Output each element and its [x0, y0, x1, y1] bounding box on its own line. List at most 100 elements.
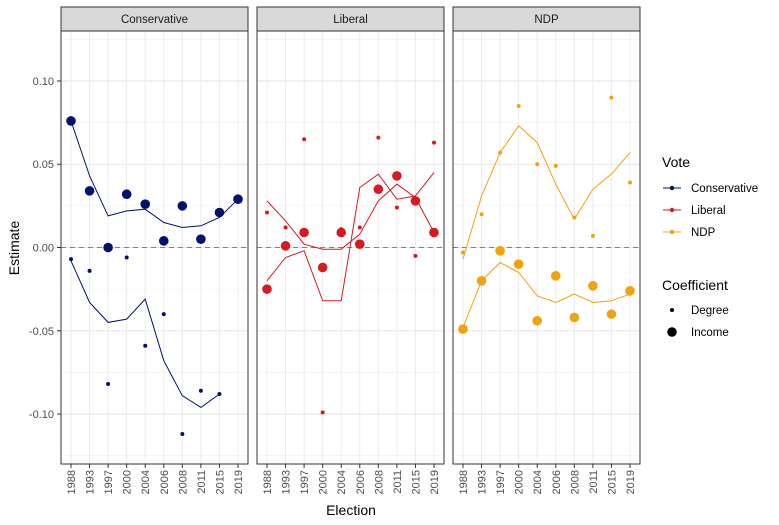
panel-border [256, 30, 445, 465]
y-tick-label: 0.00 [33, 243, 54, 255]
data-point-income [550, 271, 561, 281]
legend-label: Income [691, 327, 729, 339]
data-point-degree [265, 210, 269, 215]
x-tick-label: 2015 [606, 470, 618, 494]
data-point-income [262, 284, 272, 294]
data-point-income [569, 312, 580, 323]
data-point-degree [376, 135, 381, 140]
panel-border [452, 30, 641, 465]
data-point-income [458, 324, 468, 334]
data-point-degree [479, 212, 484, 217]
x-tick-label: 2004 [532, 470, 544, 494]
trend-line-degree [266, 183, 435, 250]
facet-strip-label: NDP [534, 14, 559, 26]
x-tick-label: 2000 [122, 470, 134, 494]
legend-key-point [667, 327, 677, 337]
data-point-income [354, 239, 365, 249]
x-tick-label: 1993 [85, 470, 97, 494]
trend-line-degree [462, 125, 631, 260]
legend-label: Conservative [691, 183, 758, 195]
x-tick-label: 1988 [458, 470, 470, 494]
x-axis-title: Election [326, 502, 376, 518]
data-point-income [66, 116, 76, 126]
data-point-degree [283, 225, 288, 230]
facet-strip-label: Liberal [333, 14, 368, 26]
legend-key-point [669, 207, 675, 213]
x-tick-label: 2000 [514, 470, 526, 494]
data-point-income [373, 184, 384, 195]
data-point-income [625, 286, 635, 296]
y-tick-label: -0.05 [29, 326, 54, 338]
data-point-income [317, 262, 328, 273]
x-tick-label: 2015 [214, 470, 226, 494]
x-tick-label: 2006 [355, 470, 367, 494]
data-point-degree [320, 410, 325, 415]
legend-title-coefficient: Coefficient [662, 277, 728, 293]
data-point-degree [461, 250, 465, 255]
facet-strip-label: Conservative [121, 14, 188, 26]
data-point-income [532, 315, 543, 326]
data-point-income [140, 199, 151, 209]
data-point-income [336, 227, 347, 238]
x-tick-label: 1997 [103, 470, 115, 494]
x-tick-label: 2000 [318, 470, 330, 494]
y-axis: -0.10 -0.05 0.00 0.05 0.10 [29, 76, 61, 421]
data-point-degree [516, 103, 521, 108]
data-point-income [121, 189, 132, 200]
facet-panel-liberal: Liberal 1988 1993 1997 2000 2004 2006 2008 2011 2… [256, 6, 445, 494]
x-tick-label: 1988 [66, 470, 78, 494]
data-point-degree [217, 392, 222, 397]
data-point-income [214, 207, 225, 218]
data-point-degree [69, 257, 73, 262]
x-tick-label: 2006 [159, 470, 171, 494]
data-point-income [410, 196, 421, 206]
trend-line-income [266, 172, 435, 302]
data-point-degree [553, 163, 558, 168]
x-tick-label: 2006 [551, 470, 563, 494]
x-tick-label: 1988 [262, 470, 274, 494]
x-tick-label: 2004 [336, 470, 348, 494]
data-point-income [588, 281, 598, 291]
y-tick-label: 0.05 [33, 159, 54, 171]
facet-panel-ndp: NDP 1988 1993 1997 2000 2004 2006 2008 2011 2015 2… [452, 6, 641, 494]
data-point-income [280, 241, 291, 251]
trend-line-degree [70, 260, 220, 409]
data-point-degree [394, 205, 399, 210]
x-tick-label: 1997 [299, 470, 311, 494]
data-point-degree [143, 343, 148, 348]
legend-key-point [670, 308, 674, 312]
data-point-degree [413, 253, 418, 258]
data-point-income [299, 227, 309, 238]
data-point-income [196, 234, 206, 244]
data-point-income [476, 276, 487, 286]
data-point-degree [180, 432, 185, 437]
data-point-degree [198, 388, 203, 393]
data-point-income [392, 171, 402, 181]
legend-key-point [669, 229, 675, 235]
facet-strip [60, 6, 249, 32]
legend: Vote Conservative Liberal NDP Coefficient Deg… [662, 154, 758, 339]
legend-title-vote: Vote [662, 154, 690, 170]
data-point-degree [432, 140, 436, 145]
data-point-income [513, 259, 524, 269]
trend-line-income [70, 120, 239, 229]
data-point-degree [572, 215, 577, 220]
x-tick-label: 2008 [177, 470, 189, 494]
data-point-degree [339, 227, 344, 232]
y-axis-title: Estimate [6, 221, 22, 276]
legend-label: Degree [691, 305, 729, 317]
data-point-degree [124, 255, 129, 260]
x-tick-label: 1993 [281, 470, 293, 494]
x-tick-label: 2011 [392, 470, 404, 494]
data-point-degree [498, 150, 503, 155]
data-point-income [429, 227, 439, 238]
data-point-degree [609, 95, 614, 100]
data-point-degree [357, 225, 362, 230]
y-tick-label: 0.10 [33, 76, 54, 88]
x-tick-label: 2019 [429, 470, 441, 494]
x-tick-label: 2008 [569, 470, 581, 494]
x-tick-label: 2004 [140, 470, 152, 494]
data-point-degree [302, 137, 307, 142]
data-point-income [233, 194, 243, 205]
